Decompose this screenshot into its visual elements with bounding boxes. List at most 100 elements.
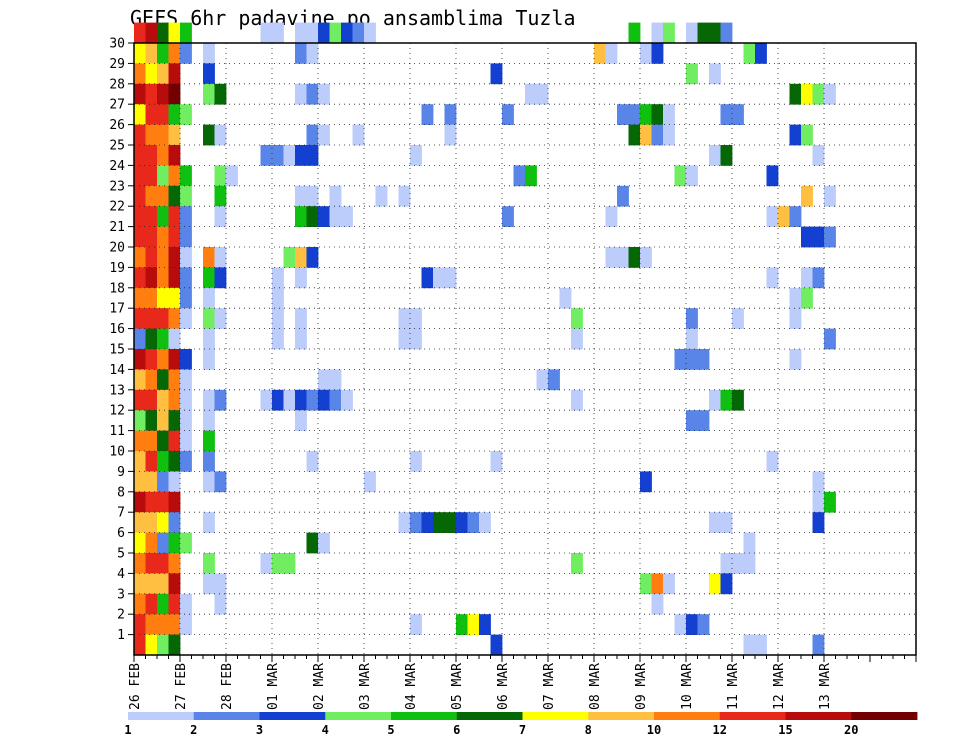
y-tick-label: 25 [109,139,125,154]
heatmap-cell [697,22,710,44]
heatmap-cell [467,512,480,533]
heatmap-cell [168,491,181,513]
heatmap-cell [456,512,468,533]
y-tick-label: 16 [109,322,125,337]
x-tick-label: 12 MAR [772,663,787,710]
heatmap-cell [203,451,215,472]
heatmap-cell [168,634,181,656]
heatmap-cell [433,267,445,289]
y-tick-label: 21 [109,220,125,235]
heatmap-cell [295,206,307,227]
heatmap-cell [318,22,330,44]
colorbar-swatch [785,712,852,720]
heatmap-cell [720,104,733,125]
heatmap-cell [145,267,158,289]
heatmap-cell [364,22,376,44]
heatmap-cell [743,43,756,64]
heatmap-cell [801,267,813,289]
heatmap-cell [444,267,457,289]
heatmap-cell [145,22,158,44]
heatmap-cell [145,634,158,656]
heatmap-cell [479,614,491,635]
x-tick-label: 08 MAR [588,663,603,710]
y-tick-label: 29 [109,57,125,72]
heatmap-cell [134,471,146,493]
y-tick-label: 20 [109,241,125,256]
y-tick-label: 2 [117,608,125,623]
heatmap-cell [709,512,721,533]
heatmap-cell [180,226,192,248]
heatmap-cell [490,63,503,85]
heatmap-cell [398,308,411,329]
heatmap-cell [410,512,422,533]
heatmap-cell [180,349,192,370]
heatmap-cell [686,410,698,431]
heatmap-cell [398,328,411,350]
x-tick-label: 05 MAR [450,663,465,710]
heatmap-cell [295,267,307,289]
heatmap-cell [272,267,284,289]
heatmap-cell [640,124,652,146]
colorbar-legend: 1 2 3 4 5 6 7 8 10 12 15 20 [124,712,918,737]
heatmap-cell [318,532,330,554]
heatmap-cell [410,145,422,166]
heatmap-cell [260,553,273,574]
y-tick-label: 17 [109,302,125,317]
heatmap-cell [525,83,537,105]
heatmap-cell [157,308,169,329]
heatmap-cell [295,83,307,105]
heatmap-cell [168,593,181,615]
heatmap-cell [640,247,652,268]
heatmap-cell [536,83,549,105]
heatmap-cell [663,22,675,44]
heatmap-cell [720,553,733,574]
heatmap-cell [145,43,158,64]
heatmap-cell [145,430,158,452]
heatmap-cell [640,43,652,64]
heatmap-cell [260,389,273,411]
heatmap-cell [180,593,192,615]
heatmap-cell [203,328,215,350]
heatmap-cell [134,63,146,85]
heatmap-cell [766,206,779,227]
colorbar-swatch [851,712,918,720]
heatmap-cell [145,124,158,146]
heatmap-cell [789,308,802,329]
heatmap-cell [134,553,146,574]
heatmap-cell [157,267,169,289]
heatmap-cell [180,410,192,431]
heatmap-cell [134,573,146,595]
heatmap-cell [157,206,169,227]
heatmap-cell [789,83,802,105]
heatmap-cell [720,573,733,595]
heatmap-cell [755,43,767,64]
heatmap-cell [180,22,192,44]
heatmap-cell [709,389,721,411]
heatmap-cell [168,287,181,309]
heatmap-cell [145,308,158,329]
heatmap-cell [306,22,319,44]
heatmap-cell [444,104,457,125]
heatmap-cell [168,104,181,125]
heatmap-cell [651,573,664,595]
heatmap-cell [145,573,158,595]
heatmap-cell [421,267,434,289]
colorbar-label: 15 [778,723,792,737]
heatmap-cell [134,124,146,146]
heatmap-cell [134,328,146,350]
heatmap-cell [272,328,284,350]
heatmap-cell [180,614,192,635]
heatmap-cell [651,593,664,615]
heatmap-cell [168,226,181,248]
heatmap-cell [306,206,319,227]
heatmap-cell [824,226,836,248]
heatmap-cell [203,512,215,533]
heatmap-cell [157,491,169,513]
heatmap-cell [628,124,641,146]
colorbar-swatch [391,712,458,720]
heatmap-cell [145,491,158,513]
heatmap-cell [168,369,181,391]
heatmap-cell [318,369,330,391]
heatmap-cell [157,512,169,533]
